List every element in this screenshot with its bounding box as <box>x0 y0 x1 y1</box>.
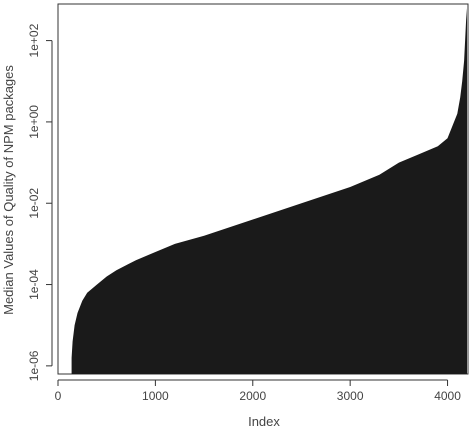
y-axis-label: Median Values of Quality of NPM packages <box>1 65 16 315</box>
y-tick-label: 1e+02 <box>27 23 41 57</box>
x-tick-label: 1000 <box>142 389 169 403</box>
y-tick-label: 1e+00 <box>27 105 41 139</box>
x-tick-label: 3000 <box>337 389 364 403</box>
x-axis: 0 1000 2000 3000 4000 <box>55 379 461 403</box>
y-tick-label: 1e-04 <box>27 269 41 300</box>
x-axis-label: Index <box>248 414 280 429</box>
data-area <box>71 8 467 374</box>
y-tick-label: 1e-06 <box>27 350 41 381</box>
x-tick-label: 4000 <box>434 389 461 403</box>
y-tick-label: 1e-02 <box>27 188 41 219</box>
x-tick-label: 0 <box>55 389 62 403</box>
y-axis: 1e-06 1e-04 1e-02 1e+00 1e+02 <box>27 23 53 381</box>
x-tick-label: 2000 <box>239 389 266 403</box>
